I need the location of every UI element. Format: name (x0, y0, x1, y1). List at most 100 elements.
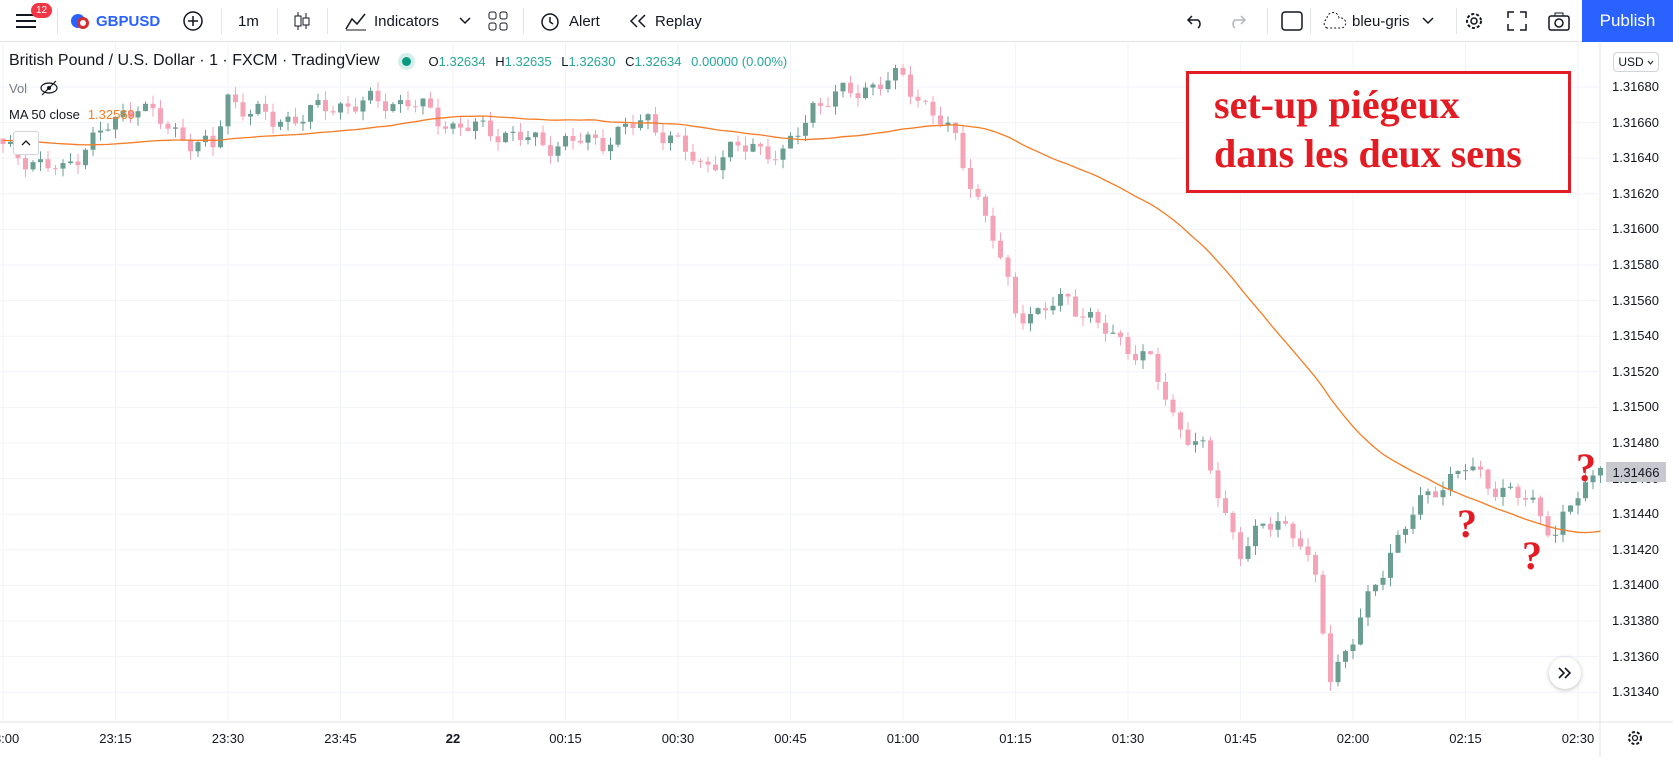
candle-body (758, 143, 763, 147)
symbol-button[interactable]: GBPUSD (70, 0, 160, 42)
axis-settings-button[interactable] (1625, 728, 1645, 753)
candle-body (1155, 353, 1161, 382)
price-label: 1.31640 (1612, 150, 1659, 166)
double-chevron-right-icon (1558, 667, 1572, 679)
alarm-clock-icon (541, 13, 559, 31)
annotation-line-2: dans les deux sens (1214, 131, 1522, 176)
change-value: 0.00000 (0.00%) (691, 53, 788, 69)
candle-body (623, 123, 628, 127)
candle-body (990, 215, 996, 241)
time-label: 02:30 (1561, 731, 1595, 746)
templates-button[interactable] (488, 0, 508, 42)
price-label: 1.31380 (1612, 613, 1659, 628)
candle-body (285, 116, 291, 122)
close-label: C (625, 53, 635, 69)
candle-body (1073, 296, 1078, 317)
question-mark-1[interactable]: ? (1457, 501, 1477, 546)
candle-body (503, 132, 508, 143)
candle-body (983, 196, 988, 216)
time-label: 00:30 (661, 731, 695, 746)
snapshot-button[interactable] (1548, 0, 1570, 42)
eye-hidden-icon[interactable] (39, 80, 59, 96)
candle-body (645, 114, 651, 121)
candle-body (255, 103, 261, 115)
candle-body (60, 163, 66, 169)
candle-body (728, 141, 733, 158)
ma-legend[interactable]: MA 50 close 1.32569 (9, 107, 135, 122)
settings-button[interactable] (1463, 0, 1485, 42)
candle-body (1035, 308, 1041, 314)
layout-name-button[interactable]: bleu-gris (1320, 0, 1434, 42)
candle-body (1470, 466, 1476, 471)
time-label: 02:00 (1336, 731, 1370, 746)
menu-button[interactable] (16, 0, 38, 42)
candle-body (1403, 528, 1408, 535)
candle-body (1463, 470, 1468, 472)
indicators-button[interactable]: Indicators (345, 0, 439, 42)
replay-button[interactable]: Replay (628, 0, 702, 42)
candle-body (1575, 498, 1581, 506)
symbol-title[interactable]: British Pound / U.S. Dollar · 1 · FXCM ·… (9, 52, 380, 69)
candle-body (1395, 534, 1401, 553)
candle-body (1283, 521, 1288, 524)
separator (523, 8, 524, 34)
candle-body (1320, 574, 1326, 634)
currency-selector[interactable]: USD (1613, 52, 1659, 72)
candle-body (585, 134, 591, 143)
undo-button[interactable] (1186, 0, 1204, 42)
candle-body (180, 127, 186, 141)
candle-body (405, 100, 411, 107)
compare-button[interactable] (182, 0, 204, 42)
time-label: 01:45 (1224, 731, 1257, 746)
candle-body (1140, 351, 1146, 361)
hamburger-icon (16, 14, 36, 28)
candle-body (638, 120, 643, 128)
candle-body (368, 90, 373, 101)
annotation-box[interactable]: set-up piégeux dans les deux sens (1186, 71, 1571, 193)
scroll-to-realtime-button[interactable] (1549, 657, 1581, 689)
separator (1456, 8, 1457, 34)
question-mark-2[interactable]: ? (1522, 533, 1542, 578)
low-label: L (561, 53, 569, 69)
candle-body (840, 82, 846, 92)
collapse-legend-button[interactable] (13, 131, 39, 155)
price-label: 1.31540 (1612, 328, 1659, 344)
candle-body (1065, 293, 1071, 297)
top-toolbar: 12 GBPUSD 1m Indicators Alert Replay (0, 0, 1673, 42)
separator (327, 8, 328, 34)
price-label: 1.31360 (1612, 648, 1659, 664)
candle-body (870, 84, 876, 88)
market-status-dot[interactable] (401, 56, 411, 66)
fullscreen-button[interactable] (1507, 0, 1527, 42)
publish-button[interactable]: Publish (1582, 0, 1673, 42)
open-label: O (428, 53, 439, 69)
candle-body (765, 146, 771, 160)
candle-body (1125, 337, 1131, 355)
redo-button[interactable] (1229, 0, 1247, 42)
candle-body (345, 103, 351, 107)
candle-body (1268, 523, 1273, 530)
indicators-dropdown[interactable] (459, 0, 471, 42)
candle-body (1058, 293, 1063, 306)
candle-body (668, 135, 673, 144)
chart-type-button[interactable] (292, 0, 312, 42)
candle-body (98, 130, 103, 133)
candle-body (1305, 546, 1311, 556)
candle-body (660, 132, 666, 144)
candle-body (608, 144, 613, 152)
question-mark-3[interactable]: ? (1576, 445, 1596, 490)
interval-button[interactable]: 1m (238, 0, 259, 42)
redo-icon (1232, 15, 1247, 29)
candle-body (1553, 534, 1558, 536)
select-layout-button[interactable] (1281, 0, 1303, 42)
chevron-down-icon (1647, 60, 1654, 65)
current-price-tag: 1.31466 (1606, 462, 1666, 482)
price-label: 1.31580 (1612, 257, 1659, 272)
annotation-text: set-up piégeux dans les deux sens (1214, 80, 1522, 178)
candle-body (323, 100, 328, 112)
volume-legend[interactable]: Vol (9, 80, 59, 96)
candle-body (833, 91, 838, 107)
square-icon (1281, 11, 1303, 31)
alert-button[interactable]: Alert (539, 0, 600, 42)
separator (221, 8, 222, 34)
